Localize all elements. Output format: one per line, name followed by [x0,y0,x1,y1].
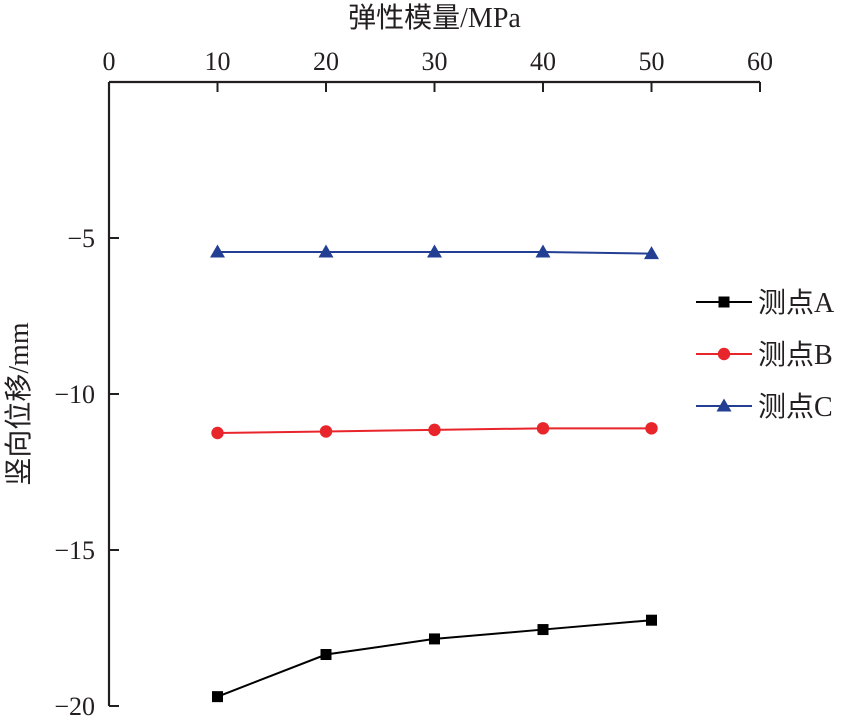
legend-label: 测点B [758,340,833,371]
legend-label: 测点A [758,288,835,319]
series-square [212,614,657,703]
legend-item: 测点C [696,392,833,423]
data-point [211,426,224,440]
x-tick-label: 0 [103,47,116,76]
x-tick-label: 30 [422,47,448,76]
x-tick-label: 60 [747,47,773,76]
x-tick-label: 50 [639,47,665,76]
legend-marker [717,347,731,361]
data-point [429,633,440,645]
legend-label: 测点C [758,392,833,423]
series-line [217,619,652,698]
y-axis-title: 竖向位移/mm [3,322,35,486]
data-point [210,244,225,258]
series-layer [210,244,659,703]
data-point [645,422,658,435]
legend: 测点A 测点B 测点C [696,288,835,423]
data-point [646,614,657,626]
x-tick-label: 20 [313,47,339,76]
y-tick-label: −10 [54,380,95,409]
data-point [319,425,333,438]
legend-marker [716,398,732,412]
y-tick-label: −15 [54,536,95,565]
series-triangle [210,244,659,260]
y-tick-label: −5 [67,224,95,253]
legend-marker [718,296,730,308]
y-tick-label: −20 [54,692,95,716]
data-point [428,423,441,437]
data-point [212,691,223,703]
data-point [320,649,332,661]
series-circle [211,422,658,440]
data-point [644,246,659,260]
x-axis-title: 弹性模量/MPa [348,2,521,34]
data-point [536,422,550,435]
x-tick-label: 40 [530,47,556,76]
data-point [537,624,549,636]
axes: 0 10 20 30 40 50 60 −5 −10 −15 −20 [54,47,773,721]
data-point [427,244,442,258]
data-point [318,244,334,258]
x-tick-label: 10 [205,47,231,76]
legend-item: 测点A [696,288,835,319]
legend-item: 测点B [696,340,833,371]
data-point [535,244,551,258]
